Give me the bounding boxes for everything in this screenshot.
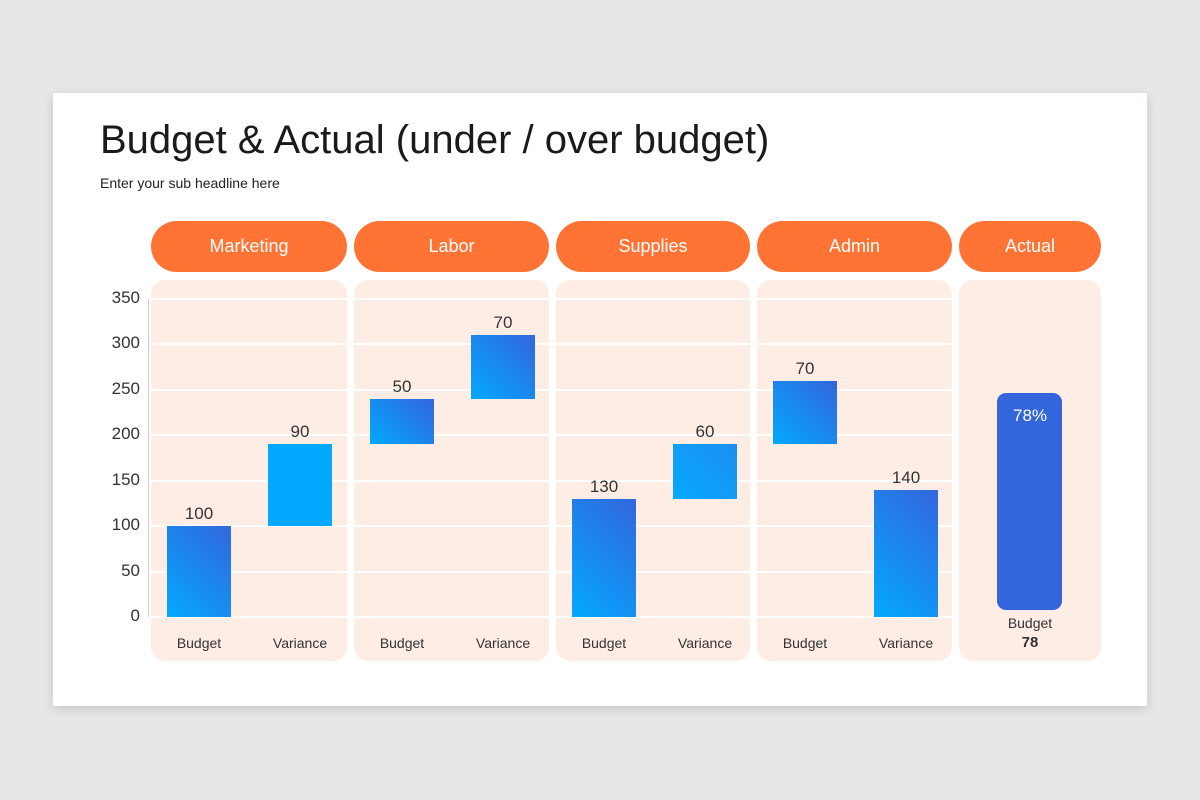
bar-variance <box>268 444 332 527</box>
gridline <box>757 298 952 300</box>
bar-category-label: Budget <box>581 635 627 651</box>
gridline <box>757 616 952 618</box>
gridline <box>556 388 750 391</box>
gridline <box>151 343 347 346</box>
actual-value: 78 <box>1021 634 1039 651</box>
bar-value-label: 90 <box>290 422 310 442</box>
gridline <box>556 298 750 300</box>
gridline <box>757 479 952 482</box>
y-tick-label: 300 <box>111 333 140 353</box>
gridline <box>151 479 347 482</box>
y-tick-label: 350 <box>111 288 140 307</box>
gridline <box>556 343 750 346</box>
bar-budget <box>370 398 434 445</box>
category-header: Admin <box>757 221 952 272</box>
bar-budget <box>167 526 231 617</box>
gridline <box>556 570 750 573</box>
bar-variance <box>471 335 535 399</box>
gridline <box>556 434 750 437</box>
subtitle: Enter your sub headline here <box>100 175 280 191</box>
category-header: Supplies <box>556 221 750 272</box>
bar-value-label: 70 <box>795 358 815 378</box>
bar-category-label: Variance <box>272 635 328 651</box>
bar-value-label: 70 <box>493 313 513 333</box>
bar-variance <box>874 489 938 617</box>
gridline <box>757 525 952 528</box>
actual-percent-label: 78% <box>1012 406 1048 425</box>
gridline <box>354 570 549 573</box>
y-tick-label: 100 <box>111 515 140 535</box>
y-tick-label: 50 <box>121 560 140 580</box>
gridline <box>354 298 549 300</box>
gridline <box>556 616 750 618</box>
actual-bar <box>997 393 1062 610</box>
bar-category-label: Budget <box>379 635 425 651</box>
bar-variance <box>673 444 737 499</box>
bar-budget <box>773 380 837 445</box>
gridline <box>151 570 347 573</box>
gridline <box>757 570 952 573</box>
y-tick-label: 200 <box>111 424 140 444</box>
bar-value-label: 130 <box>589 476 619 496</box>
gridline <box>757 434 952 437</box>
y-tick-label: 150 <box>111 469 140 489</box>
gridline <box>556 525 750 528</box>
bar-value-label: 140 <box>891 467 921 487</box>
bar-category-label: Variance <box>878 635 934 651</box>
actual-label: Budget <box>1007 615 1053 631</box>
y-tick-label: 250 <box>111 378 140 398</box>
gridline <box>151 388 347 391</box>
gridline <box>354 388 549 391</box>
gridline <box>151 525 347 528</box>
bar-category-label: Variance <box>475 635 531 651</box>
bar-value-label: 60 <box>695 422 715 442</box>
bar-category-label: Variance <box>677 635 733 651</box>
gridline <box>354 479 549 482</box>
gridline <box>556 479 750 482</box>
page-title: Budget & Actual (under / over budget) <box>100 118 770 162</box>
y-axis-line <box>148 299 149 617</box>
gridline <box>354 343 549 346</box>
gridline <box>354 525 549 528</box>
gridline <box>757 388 952 391</box>
bar-value-label: 100 <box>184 504 214 524</box>
bar-value-label: 50 <box>392 376 412 396</box>
gridline <box>354 434 549 437</box>
y-tick-label: 0 <box>130 606 140 625</box>
gridline <box>151 298 347 300</box>
gridline <box>757 343 952 346</box>
bar-category-label: Budget <box>782 635 828 651</box>
category-header: Labor <box>354 221 549 272</box>
gridline <box>151 616 347 618</box>
gridline <box>354 616 549 618</box>
gridline <box>151 434 347 437</box>
bar-budget <box>572 498 636 617</box>
category-header: Marketing <box>151 221 347 272</box>
category-header: Actual <box>959 221 1101 272</box>
bar-category-label: Budget <box>176 635 222 651</box>
